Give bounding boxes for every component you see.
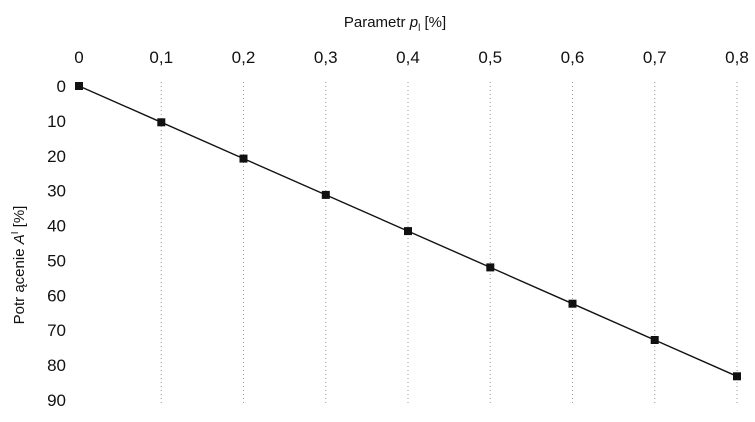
y-tick-label: 10: [47, 112, 66, 131]
data-point-1: [157, 118, 166, 127]
y-tick-label: 40: [47, 217, 66, 236]
data-markers: [75, 82, 741, 381]
x-tick-label: 0,2: [232, 48, 256, 67]
data-point-3: [321, 190, 330, 199]
y-tick-label: 0: [57, 77, 66, 96]
x-axis-title-prefix: Parametr: [344, 14, 410, 31]
data-point-6: [568, 299, 577, 308]
y-axis-title: Potr ącenie AI [%]: [10, 206, 28, 325]
x-axis-title-subscript: l: [418, 23, 420, 34]
x-axis-title-suffix: [%]: [420, 14, 446, 31]
grid-lines: [160, 82, 738, 406]
y-axis-title-superscript: I: [10, 232, 21, 235]
x-tick-label: 0,4: [396, 48, 420, 67]
x-tick-labels: 0 0,1 0,2 0,3 0,4 0,5 0,6 0,7 0,8: [74, 48, 749, 67]
x-tick-label: 0,3: [314, 48, 338, 67]
x-tick-label: 0,6: [561, 48, 585, 67]
x-tick-label: 0,7: [643, 48, 667, 67]
x-tick-label: 0,1: [149, 48, 173, 67]
data-point-4: [404, 227, 412, 236]
y-tick-label: 80: [47, 356, 66, 375]
x-tick-label: 0,8: [725, 48, 749, 67]
y-tick-label: 50: [47, 251, 66, 270]
y-tick-labels: 0 10 20 30 40 50 60 70 80 90: [47, 77, 66, 410]
data-point-5: [486, 263, 495, 272]
y-tick-label: 20: [47, 147, 66, 166]
data-point-7: [650, 336, 659, 344]
x-axis-title: Parametr pl [%]: [344, 14, 446, 34]
y-tick-label: 30: [47, 182, 66, 201]
y-tick-label: 90: [47, 391, 66, 410]
data-point-2: [239, 154, 248, 163]
x-axis-title-symbol: p: [409, 14, 418, 31]
y-tick-label: 60: [47, 286, 66, 305]
x-tick-label: 0: [74, 48, 83, 67]
y-axis-title-suffix: [%]: [11, 206, 28, 232]
y-tick-label: 70: [47, 321, 66, 340]
data-point-8: [733, 372, 741, 381]
x-tick-label: 0,5: [478, 48, 502, 67]
data-point-0: [75, 82, 83, 90]
y-axis-title-prefix: Potr ącenie: [11, 244, 28, 324]
y-axis-title-symbol: A: [11, 234, 28, 245]
